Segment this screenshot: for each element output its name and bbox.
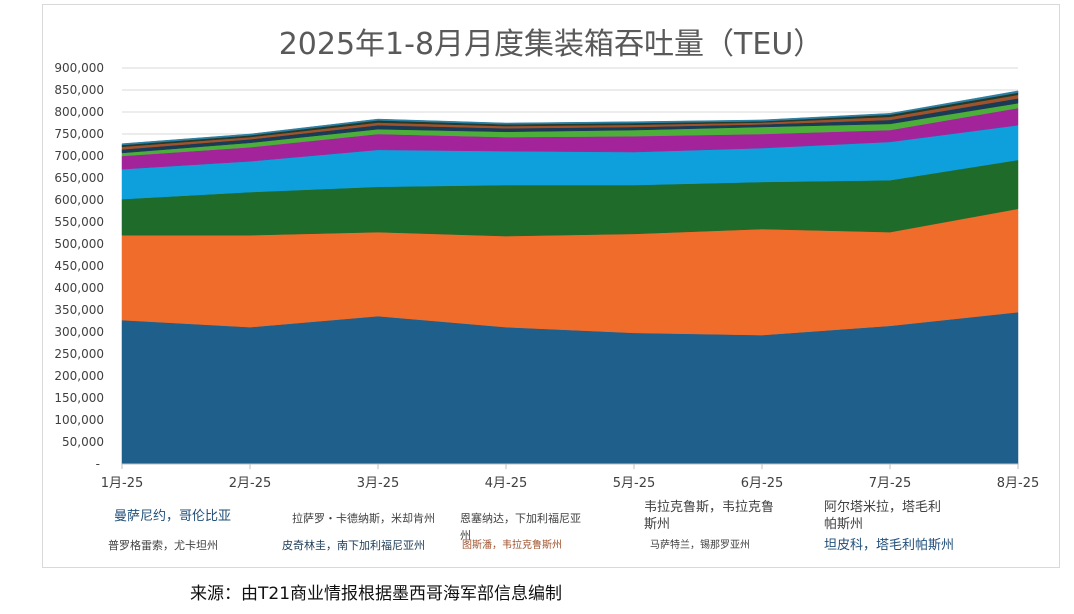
y-tick-label: 250,000 [54,347,104,361]
legend-entry: 曼萨尼约，哥伦比亚 [114,509,232,524]
legend-entry: 恩塞纳达，下加利福尼亚州 [460,512,581,542]
legend-entry: 马萨特兰，锡那罗亚州 [650,540,750,551]
legend-entry: 图斯潘，韦拉克鲁斯州 [462,540,562,551]
legend-entry: 阿尔塔米拉，塔毛利帕斯州 [824,500,942,532]
y-tick-label: 450,000 [54,259,104,273]
x-tick-label: 1月-25 [101,476,144,491]
y-tick-label: 900,000 [54,61,104,75]
y-tick-label: 400,000 [54,281,104,295]
y-tick-label: 600,000 [54,193,104,207]
y-tick-label: 650,000 [54,171,104,185]
legend-entry: 普罗格雷索，尤卡坦州 [108,539,218,552]
x-tick-label: 6月-25 [741,476,784,491]
legend-entry: 皮奇林圭，南下加利福尼亚州 [282,539,425,552]
source-note: 来源：由T21商业情报根据墨西哥海军部信息编制 [190,584,563,604]
y-tick-label: 500,000 [54,237,104,251]
area-series-0 [121,311,1019,465]
y-tick-label: 550,000 [54,215,104,229]
y-tick-label: 850,000 [54,83,104,97]
chart-title: 2025年1-8月月度集装箱吞吐量（TEU） [278,27,824,62]
x-tick-label: 8月-25 [997,476,1040,491]
y-tick-label: 350,000 [54,303,104,317]
legend-entry: 韦拉克鲁斯，韦拉克鲁斯州 [644,500,775,532]
x-tick-label: 7月-25 [869,476,912,491]
area-series-9 [121,90,1019,146]
y-tick-label: 50,000 [62,435,104,449]
y-tick-label: - [96,457,100,471]
x-tick-label: 3月-25 [357,476,400,491]
y-tick-label: 200,000 [54,369,104,383]
y-tick-label: 100,000 [54,413,104,427]
y-tick-label: 800,000 [54,105,104,119]
legend-entry: 坦皮科，塔毛利帕斯州 [824,538,955,553]
x-tick-label: 2月-25 [229,476,272,491]
y-tick-label: 150,000 [54,391,104,405]
y-tick-label: 750,000 [54,127,104,141]
y-tick-label: 300,000 [54,325,104,339]
x-tick-label: 4月-25 [485,476,528,491]
legend-entry: 拉萨罗・卡德纳斯，米却肯州 [292,512,435,525]
y-tick-label: 700,000 [54,149,104,163]
x-tick-label: 5月-25 [613,476,656,491]
